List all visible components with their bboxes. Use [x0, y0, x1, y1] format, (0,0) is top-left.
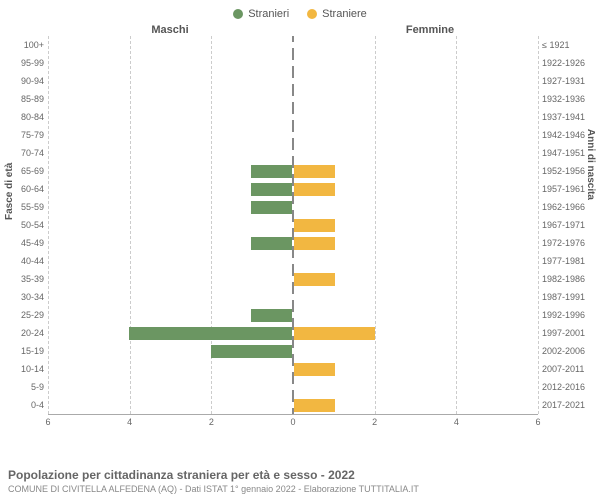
year-label: 2012-2016: [542, 378, 596, 396]
year-label: ≤ 1921: [542, 36, 596, 54]
legend-female: Straniere: [307, 8, 367, 20]
xaxis-right: 2 4 6: [293, 415, 538, 429]
xtick: 2: [209, 417, 214, 427]
year-label: 2007-2011: [542, 360, 596, 378]
bar-female: [294, 327, 375, 340]
bar-female: [294, 219, 335, 232]
year-label: 1997-2001: [542, 324, 596, 342]
header-male: Maschi: [0, 24, 300, 36]
bar-female: [294, 183, 335, 196]
age-label: 40-44: [4, 252, 44, 270]
xaxis: 0246 246: [4, 415, 596, 429]
pyramid-row: [48, 234, 538, 252]
year-label: 1962-1966: [542, 198, 596, 216]
xtick: 4: [127, 417, 132, 427]
bar-male: [251, 201, 292, 214]
legend-label-male: Stranieri: [248, 8, 289, 20]
bar-female: [294, 165, 335, 178]
pyramid-row: [48, 108, 538, 126]
column-headers: Maschi Femmine: [0, 24, 600, 36]
bar-female: [294, 399, 335, 412]
yaxis-right: ≤ 19211922-19261927-19311932-19361937-19…: [538, 36, 596, 415]
legend-label-female: Straniere: [322, 8, 367, 20]
bar-male: [211, 345, 292, 358]
age-label: 90-94: [4, 72, 44, 90]
year-label: 2002-2006: [542, 342, 596, 360]
age-label: 10-14: [4, 360, 44, 378]
chart: 100+95-9990-9485-8980-8475-7970-7465-696…: [0, 36, 600, 415]
year-label: 1932-1936: [542, 90, 596, 108]
bar-male: [129, 327, 292, 340]
bar-female: [294, 237, 335, 250]
header-female: Femmine: [300, 24, 600, 36]
age-label: 0-4: [4, 396, 44, 414]
bar-male: [251, 165, 292, 178]
yaxis-label-right: Anni di nascita: [585, 129, 596, 200]
pyramid-row: [48, 54, 538, 72]
year-label: 1937-1941: [542, 108, 596, 126]
pyramid-row: [48, 288, 538, 306]
bar-male: [251, 309, 292, 322]
bar-male: [251, 183, 292, 196]
year-label: 1992-1996: [542, 306, 596, 324]
year-label: 1987-1991: [542, 288, 596, 306]
year-label: 1977-1981: [542, 252, 596, 270]
bar-female: [294, 273, 335, 286]
age-label: 20-24: [4, 324, 44, 342]
pyramid-row: [48, 270, 538, 288]
age-label: 5-9: [4, 378, 44, 396]
pyramid-row: [48, 144, 538, 162]
pyramid-row: [48, 324, 538, 342]
pyramid-row: [48, 378, 538, 396]
xaxis-left: 0246: [48, 415, 293, 429]
year-label: 2017-2021: [542, 396, 596, 414]
year-label: 1972-1976: [542, 234, 596, 252]
pyramid-row: [48, 36, 538, 54]
age-label: 45-49: [4, 234, 44, 252]
age-label: 30-34: [4, 288, 44, 306]
footer: Popolazione per cittadinanza straniera p…: [8, 468, 592, 494]
age-label: 85-89: [4, 90, 44, 108]
pyramid-row: [48, 342, 538, 360]
legend-swatch-female: [307, 9, 317, 19]
plot-area: [48, 36, 538, 415]
age-label: 100+: [4, 36, 44, 54]
age-label: 15-19: [4, 342, 44, 360]
xtick: 6: [535, 417, 540, 427]
year-label: 1967-1971: [542, 216, 596, 234]
pyramid-row: [48, 216, 538, 234]
year-label: 1922-1926: [542, 54, 596, 72]
age-label: 95-99: [4, 54, 44, 72]
xtick: 2: [372, 417, 377, 427]
pyramid-row: [48, 396, 538, 414]
chart-subtitle: COMUNE DI CIVITELLA ALFEDENA (AQ) - Dati…: [8, 484, 592, 494]
year-label: 1982-1986: [542, 270, 596, 288]
pyramid-row: [48, 360, 538, 378]
pyramid-row: [48, 90, 538, 108]
xtick: 6: [45, 417, 50, 427]
pyramid-row: [48, 162, 538, 180]
pyramid-row: [48, 198, 538, 216]
pyramid-row: [48, 306, 538, 324]
xtick: 4: [454, 417, 459, 427]
legend-male: Stranieri: [233, 8, 289, 20]
age-label: 35-39: [4, 270, 44, 288]
bar-female: [294, 363, 335, 376]
age-label: 70-74: [4, 144, 44, 162]
pyramid-row: [48, 72, 538, 90]
pyramid-row: [48, 180, 538, 198]
age-label: 75-79: [4, 126, 44, 144]
bar-male: [251, 237, 292, 250]
chart-title: Popolazione per cittadinanza straniera p…: [8, 468, 592, 482]
age-label: 80-84: [4, 108, 44, 126]
pyramid-row: [48, 252, 538, 270]
yaxis-left: 100+95-9990-9485-8980-8475-7970-7465-696…: [4, 36, 48, 415]
year-label: 1927-1931: [542, 72, 596, 90]
legend-swatch-male: [233, 9, 243, 19]
yaxis-label-left: Fasce di età: [4, 163, 15, 220]
age-label: 25-29: [4, 306, 44, 324]
pyramid-row: [48, 126, 538, 144]
legend: Stranieri Straniere: [0, 0, 600, 24]
